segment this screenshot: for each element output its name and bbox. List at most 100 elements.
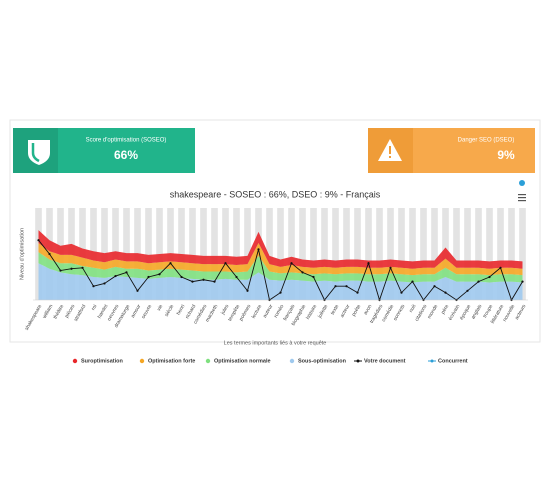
point — [70, 267, 73, 270]
help-button[interactable] — [519, 180, 525, 186]
point — [477, 280, 480, 283]
column-stripe — [409, 208, 416, 300]
x-tick-label: henri — [176, 304, 187, 317]
column-stripe — [486, 208, 493, 300]
x-tick-label: texte — [330, 303, 341, 316]
x-tick-label: avon — [363, 303, 374, 316]
warning-detail — [389, 146, 391, 154]
column-stripe — [519, 208, 526, 300]
chart-title: shakespeare - SOSEO : 66%, DSEO : 9% - F… — [170, 189, 381, 199]
point — [257, 248, 260, 251]
column-stripe — [365, 208, 372, 300]
column-stripe — [288, 208, 295, 300]
column-stripe — [376, 208, 383, 300]
legend-marker — [205, 358, 211, 364]
point — [125, 271, 128, 274]
column-stripe — [310, 208, 317, 300]
x-tick-label: jules — [220, 303, 231, 316]
x-tick-label: père — [440, 303, 450, 315]
point — [411, 280, 414, 283]
shield-detail — [31, 143, 40, 163]
area — [38, 263, 523, 300]
point — [191, 280, 194, 283]
column-stripe — [277, 208, 284, 300]
point — [301, 271, 304, 274]
card-value: 9% — [497, 148, 515, 162]
point — [235, 275, 238, 279]
point — [389, 266, 392, 269]
y-axis-label: Niveau d'optimisation — [19, 228, 25, 280]
legend-marker — [139, 358, 145, 364]
legend: Suroptimisation Optimisation forte Optimis… — [72, 358, 468, 364]
point — [202, 278, 205, 281]
column-stripe — [453, 208, 460, 300]
point — [499, 266, 502, 269]
card-value: 66% — [114, 148, 138, 162]
legend-label: Suroptimisation — [81, 358, 124, 364]
column-stripe — [200, 208, 207, 300]
column-stripe — [266, 208, 273, 300]
area — [38, 230, 523, 269]
point — [224, 262, 227, 265]
legend-marker — [289, 358, 295, 364]
point — [169, 262, 172, 265]
column-stripe — [475, 208, 482, 300]
point — [488, 275, 491, 279]
point — [521, 280, 524, 283]
column-stripe — [244, 208, 251, 300]
point — [312, 275, 315, 279]
legend-label: Sous-optimisation — [298, 358, 347, 364]
warning-detail — [389, 156, 391, 158]
point — [213, 280, 216, 283]
legend-marker — [72, 358, 78, 364]
column-stripe — [354, 208, 361, 300]
point — [48, 252, 51, 256]
x-tick-label: poète — [351, 303, 363, 317]
point — [114, 274, 117, 278]
x-axis-label: Les termes importants liés à votre requê… — [224, 340, 327, 346]
soseo-card: Score d'optimisation (SOSEO) 66% — [13, 128, 195, 173]
column-stripe — [299, 208, 306, 300]
legend-marker — [430, 359, 434, 363]
point — [356, 291, 359, 294]
column-stripe — [222, 208, 229, 300]
point — [400, 291, 403, 294]
column-stripe — [420, 208, 427, 300]
point — [433, 285, 436, 288]
x-tick-label: siècle — [164, 303, 176, 317]
area — [38, 242, 523, 276]
point — [37, 239, 40, 242]
menu-bar — [518, 197, 526, 199]
x-tick-label: nuit — [408, 303, 418, 314]
column-stripe — [508, 208, 515, 300]
menu-button[interactable] — [518, 194, 526, 202]
point — [92, 285, 95, 288]
x-tick-label: roi — [90, 304, 98, 312]
point — [147, 275, 150, 279]
point — [81, 266, 84, 269]
column-stripe — [233, 208, 240, 300]
column-stripe — [497, 208, 504, 300]
legend-label: Optimisation forte — [148, 358, 195, 364]
point — [290, 262, 293, 265]
legend-label: Concurrent — [438, 358, 468, 364]
point — [180, 275, 183, 279]
column-stripe — [211, 208, 218, 300]
point — [158, 273, 161, 276]
legend-marker — [356, 359, 360, 363]
menu-bar — [518, 200, 526, 202]
column-stripe — [321, 208, 328, 300]
point — [334, 285, 337, 288]
x-tick-label: vie — [156, 303, 165, 312]
point — [444, 291, 447, 294]
menu-bar — [518, 194, 526, 196]
point — [345, 285, 348, 288]
point — [246, 289, 249, 292]
point — [466, 289, 469, 292]
legend-label: Votre document — [364, 358, 406, 364]
column-stripe — [145, 208, 152, 300]
column-stripe — [332, 208, 339, 300]
column-stripe — [387, 208, 394, 300]
point — [59, 269, 62, 272]
